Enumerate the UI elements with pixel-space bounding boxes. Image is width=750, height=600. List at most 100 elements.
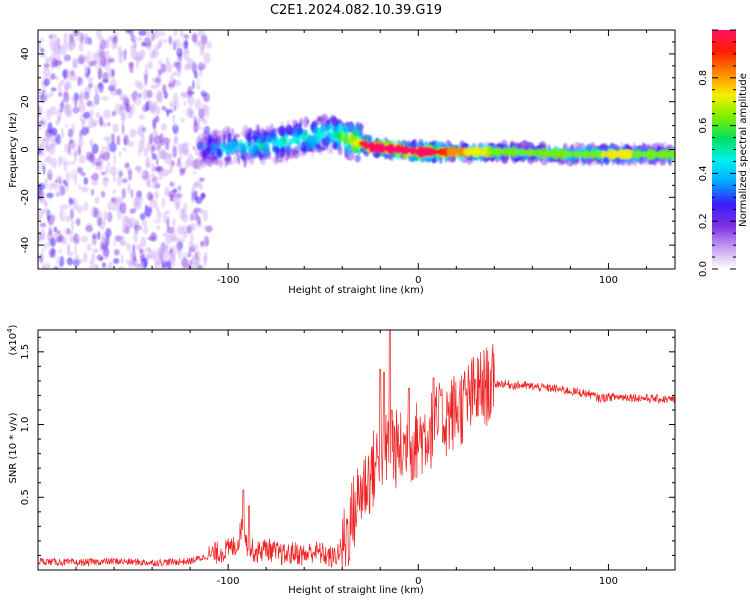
noise-blob <box>157 91 164 104</box>
noise-blob <box>93 248 99 253</box>
noise-blob <box>143 186 147 196</box>
noise-blob <box>86 151 91 161</box>
noise-blob <box>68 39 76 51</box>
noise-blob <box>181 257 189 269</box>
noise-blob <box>44 57 52 64</box>
noise-blob <box>109 165 117 176</box>
ridge-core <box>670 151 675 158</box>
noise-blob <box>165 48 169 55</box>
y-tick-label: 0 <box>20 146 31 152</box>
noise-blob <box>107 261 114 269</box>
noise-blob <box>105 234 110 247</box>
ridge-core <box>589 149 594 160</box>
snr-y-multiplier: (x104) <box>6 324 19 355</box>
ridge-blob <box>308 141 314 149</box>
noise-blob <box>66 215 71 223</box>
noise-blob <box>174 197 181 209</box>
noise-blob <box>154 64 161 69</box>
ridge-blob <box>302 116 309 128</box>
ridge-blob <box>324 125 327 137</box>
ridge-blob <box>317 117 324 122</box>
noise-blob <box>139 248 143 254</box>
noise-blob <box>201 171 210 178</box>
ridge-blob <box>285 147 291 156</box>
noise-blob <box>44 201 49 207</box>
noise-blob <box>92 52 100 63</box>
ridge-blob <box>293 136 300 144</box>
noise-blob <box>122 158 127 164</box>
noise-blob <box>102 262 106 268</box>
noise-blob <box>140 133 145 144</box>
noise-blob <box>134 106 140 118</box>
y-tick-label: 40 <box>20 48 31 61</box>
snr-x-ticks: -100 0 100 <box>37 330 647 587</box>
noise-blob <box>143 147 149 157</box>
noise-blob <box>117 266 125 269</box>
noise-blob <box>199 177 205 182</box>
noise-blob <box>62 152 68 164</box>
noise-blob <box>164 137 169 144</box>
noise-blob <box>166 215 170 227</box>
ridge-blob <box>337 145 343 156</box>
y-tick-label: 1.5 <box>20 344 31 360</box>
noise-blob <box>183 101 187 107</box>
noise-blob <box>44 241 47 251</box>
noise-blob <box>183 34 190 39</box>
noise-blob <box>112 188 117 195</box>
ridge-blob <box>533 157 539 163</box>
colorbar-gradient <box>712 30 736 269</box>
noise-blob <box>86 100 93 107</box>
noise-blob <box>122 147 127 152</box>
noise-blob <box>155 207 160 212</box>
noise-blob <box>182 202 188 213</box>
noise-blob <box>151 163 155 173</box>
spectrogram-x-label: Height of straight line (km) <box>288 285 424 296</box>
noise-blob <box>152 144 156 152</box>
noise-blob <box>135 57 139 69</box>
noise-blob <box>101 95 109 101</box>
noise-blob <box>105 165 109 176</box>
noise-blob <box>113 248 120 256</box>
noise-blob <box>166 260 172 269</box>
ridge-blob <box>346 144 354 155</box>
noise-blob <box>171 227 176 235</box>
noise-blob <box>70 70 75 76</box>
noise-blob <box>177 72 180 78</box>
noise-blob <box>56 230 61 235</box>
noise-blob <box>99 56 107 67</box>
noise-blob <box>178 237 186 243</box>
noise-blob <box>123 48 127 61</box>
noise-blob <box>197 30 205 38</box>
noise-blob <box>50 87 57 92</box>
noise-blob <box>48 207 53 217</box>
snr-line-layer <box>38 330 675 569</box>
noise-blob <box>203 52 211 64</box>
noise-blob <box>129 251 136 260</box>
noise-blob <box>55 37 61 44</box>
noise-blob <box>163 243 169 250</box>
noise-blob <box>153 215 160 223</box>
noise-blob <box>134 211 138 217</box>
noise-blob <box>78 31 83 37</box>
noise-blob <box>46 192 55 199</box>
noise-blob <box>63 91 70 103</box>
noise-blob <box>58 91 63 97</box>
noise-blob <box>63 40 68 53</box>
noise-blob <box>110 133 115 144</box>
y-tick-label: 1.0 <box>20 417 31 433</box>
x-tick-label: 100 <box>599 576 618 587</box>
noise-blob <box>47 232 51 243</box>
ridge-blob <box>250 158 254 165</box>
noise-blob <box>108 57 115 63</box>
noise-blob <box>165 234 173 244</box>
noise-blob <box>137 110 146 116</box>
noise-blob <box>194 148 201 156</box>
ridge-blob <box>331 130 335 142</box>
ridge-blob <box>280 146 286 158</box>
noise-blob <box>165 142 170 151</box>
noise-blob <box>153 166 162 172</box>
noise-blob <box>49 106 57 116</box>
noise-blob <box>40 228 46 241</box>
snr-plot-area <box>38 330 675 570</box>
